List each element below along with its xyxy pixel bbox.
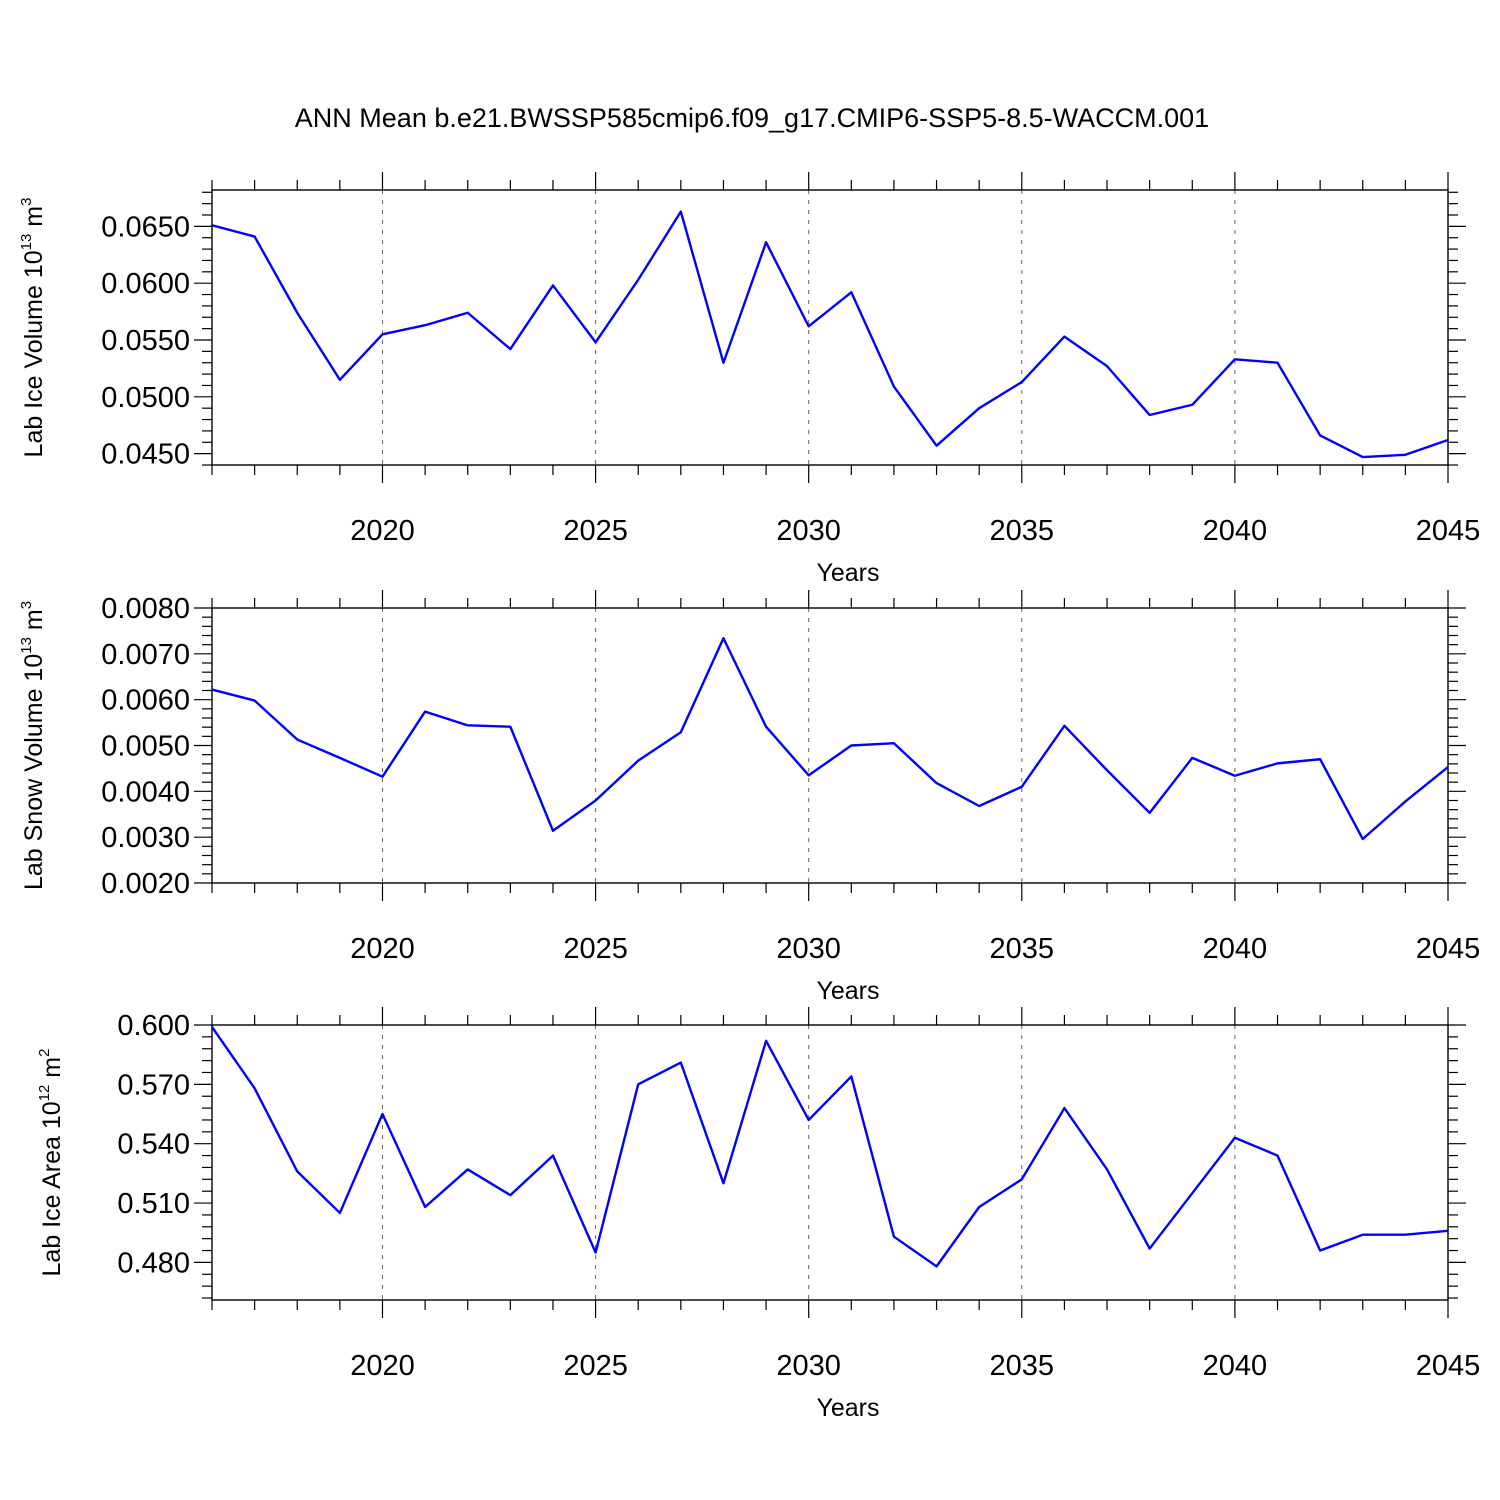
panel-2: 0.0020 0.0030 0.0040 0.0050 0.0060 0.0070 0.00… xyxy=(18,590,1480,1005)
plot-frame xyxy=(211,1024,1449,1301)
x-tick-label: 2045 xyxy=(1416,1350,1481,1382)
x-tick-label: 2045 xyxy=(1416,933,1481,965)
y-axis-title: Lab Ice Area 1012 m2 xyxy=(36,1049,66,1277)
y-tick-label: 0.0050 xyxy=(101,731,190,763)
x-axis-title: Years xyxy=(816,977,879,1005)
panel-3: 0.480 0.510 0.540 0.570 0.600 2020 2025 2030 203… xyxy=(36,1007,1480,1422)
y-tick-label: 0.0650 xyxy=(101,211,190,243)
x-tick-label: 2020 xyxy=(350,515,415,547)
series-line-1 xyxy=(211,210,1449,459)
y-axis-title-unit-exponent: 3 xyxy=(18,198,35,206)
x-tick-label: 2030 xyxy=(776,933,841,965)
y-tick-label: 0.0030 xyxy=(101,822,190,854)
x-tick-label: 2035 xyxy=(990,515,1055,547)
y-tick-label: 0.0550 xyxy=(101,325,190,357)
series-line-1 xyxy=(211,1026,1449,1268)
x-tick-label: 2040 xyxy=(1203,933,1268,965)
y-tick-label: 0.570 xyxy=(117,1069,190,1101)
y-axis-title-exponent: 13 xyxy=(18,234,35,251)
panel-1: 0.0450 0.0500 0.0550 0.0600 0.0650 2020 2025 20… xyxy=(18,172,1480,587)
y-tick-label: 0.0600 xyxy=(101,268,190,300)
x-tick-label: 2045 xyxy=(1416,515,1481,547)
y-axis-title-unit-exponent: 2 xyxy=(36,1049,53,1057)
y-axis-title-unit: m xyxy=(20,206,48,234)
plot-frame xyxy=(211,607,1449,884)
y-tick-label: 0.510 xyxy=(117,1188,190,1220)
x-tick-label: 2020 xyxy=(350,1350,415,1382)
plot-frame xyxy=(211,189,1449,466)
x-tick-label: 2035 xyxy=(990,933,1055,965)
x-tick-label: 2020 xyxy=(350,933,415,965)
y-axis-title-text: Lab Ice Area 10 xyxy=(38,1101,66,1276)
y-axis-title: Lab Ice Volume 1013 m3 xyxy=(18,198,48,458)
y-tick-label: 0.0020 xyxy=(101,868,190,900)
y-tick-label: 0.0080 xyxy=(101,593,190,625)
y-tick-label: 0.480 xyxy=(117,1247,190,1279)
y-tick-label: 0.0450 xyxy=(101,439,190,471)
x-tick-label: 2035 xyxy=(990,1350,1055,1382)
y-tick-label: 0.540 xyxy=(117,1129,190,1161)
x-axis-title: Years xyxy=(816,559,879,587)
y-axis-title-text: Lab Ice Volume 10 xyxy=(20,250,48,457)
x-tick-label: 2025 xyxy=(563,1350,628,1382)
y-axis-title: Lab Snow Volume 1013 m3 xyxy=(18,601,48,890)
x-tick-label: 2025 xyxy=(563,515,628,547)
x-tick-label: 2030 xyxy=(776,1350,841,1382)
y-axis-title-unit: m xyxy=(20,609,48,637)
y-axis-title-unit: m xyxy=(38,1057,66,1085)
series-line-1 xyxy=(211,637,1449,841)
y-axis-title-exponent: 13 xyxy=(18,637,35,654)
y-axis-title-text: Lab Snow Volume 10 xyxy=(20,654,48,890)
y-tick-label: 0.0040 xyxy=(101,776,190,808)
x-tick-label: 2030 xyxy=(776,515,841,547)
y-axis-title-unit-exponent: 3 xyxy=(18,601,35,609)
y-axis-title-exponent: 12 xyxy=(36,1085,53,1102)
x-tick-label: 2040 xyxy=(1203,1350,1268,1382)
x-tick-label: 2025 xyxy=(563,933,628,965)
y-tick-label: 0.0060 xyxy=(101,685,190,717)
figure-title: ANN Mean b.e21.BWSSP585cmip6.f09_g17.CMI… xyxy=(295,103,1209,133)
y-tick-label: 0.0070 xyxy=(101,639,190,671)
y-tick-label: 0.600 xyxy=(117,1010,190,1042)
x-tick-label: 2040 xyxy=(1203,515,1268,547)
y-tick-label: 0.0500 xyxy=(101,382,190,414)
x-axis-title: Years xyxy=(816,1394,879,1422)
